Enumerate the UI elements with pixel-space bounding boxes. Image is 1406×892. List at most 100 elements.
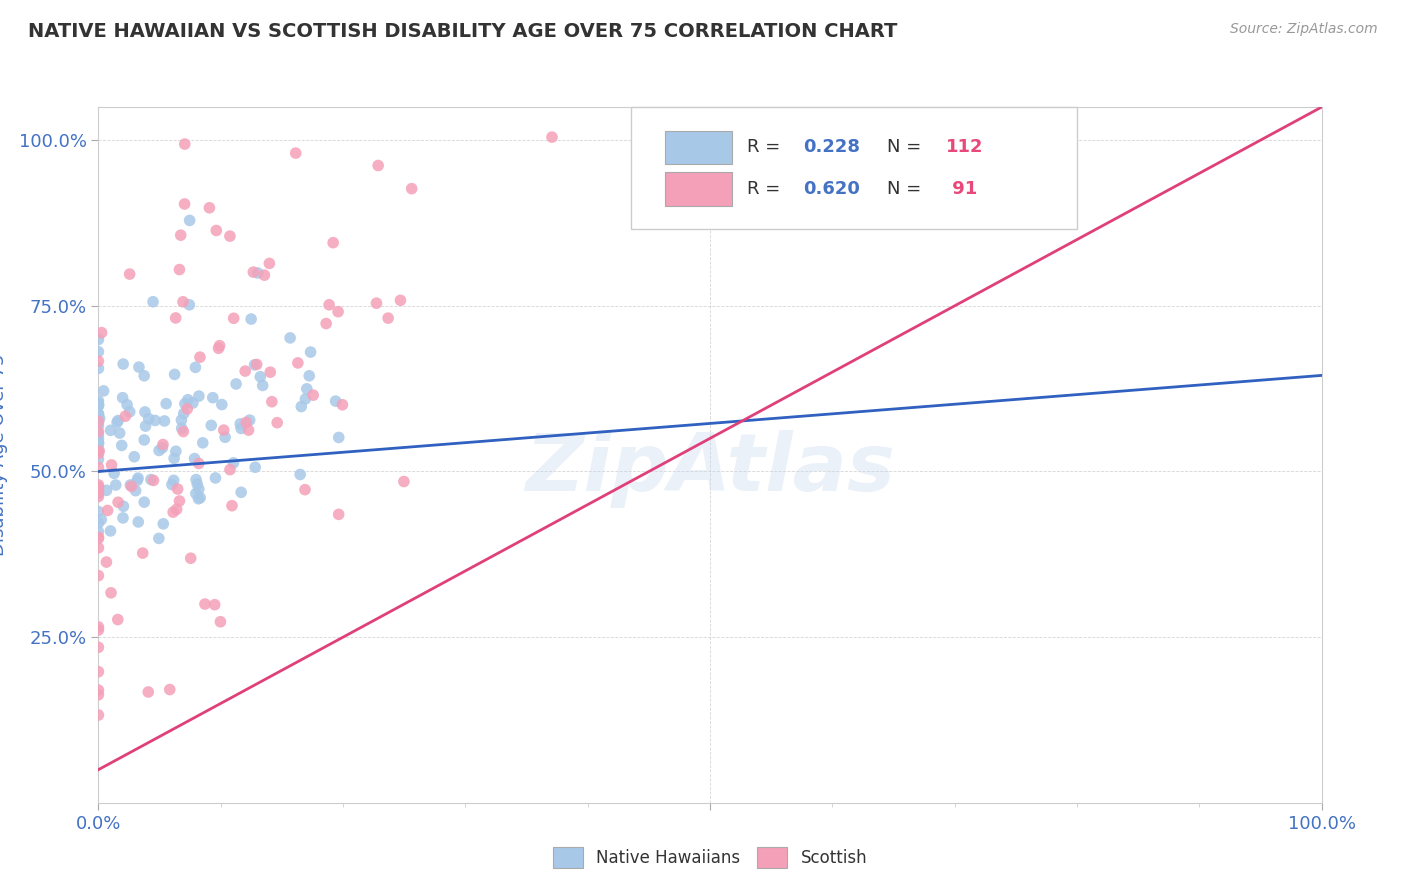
Point: [299, 345, 322, 359]
Point: [541, 130, 564, 145]
Point: [115, 398, 138, 412]
Point: [169, 494, 191, 508]
Point: [162, 505, 184, 519]
Point: [284, 146, 307, 161]
Point: [87, 427, 110, 442]
Point: [108, 425, 131, 440]
Point: [118, 267, 141, 281]
Point: [111, 438, 134, 452]
Point: [242, 265, 264, 279]
Point: [177, 392, 200, 407]
Point: [166, 482, 188, 496]
Point: [89, 411, 111, 425]
Point: [209, 615, 232, 629]
Point: [112, 500, 135, 514]
Point: [138, 411, 160, 425]
Point: [142, 474, 165, 488]
Point: [87, 398, 110, 412]
Point: [134, 433, 156, 447]
Point: [222, 311, 245, 326]
Point: [134, 405, 156, 419]
Point: [93, 384, 115, 398]
Point: [367, 159, 389, 173]
Legend: Native Hawaiians, Scottish: Native Hawaiians, Scottish: [547, 841, 873, 874]
Point: [120, 479, 142, 493]
Point: [288, 467, 311, 482]
Point: [170, 413, 193, 427]
Point: [124, 483, 146, 498]
Point: [169, 262, 191, 277]
Point: [173, 197, 195, 211]
Point: [128, 360, 150, 375]
Point: [87, 397, 110, 411]
Point: [294, 483, 316, 497]
Point: [153, 414, 176, 428]
Point: [184, 360, 207, 375]
Point: [245, 460, 267, 475]
Point: [231, 485, 253, 500]
Point: [89, 444, 111, 458]
Point: [259, 365, 281, 379]
Point: [246, 266, 269, 280]
Point: [112, 357, 135, 371]
Point: [87, 640, 110, 655]
Point: [135, 419, 157, 434]
Point: [87, 504, 110, 518]
Point: [103, 467, 125, 481]
Point: [173, 407, 195, 421]
Point: [191, 435, 214, 450]
Point: [87, 418, 110, 433]
Point: [100, 524, 122, 538]
Point: [148, 443, 170, 458]
Point: [183, 451, 205, 466]
Point: [221, 499, 243, 513]
Point: [163, 451, 186, 466]
Point: [238, 423, 260, 437]
Point: [172, 294, 194, 309]
Point: [87, 408, 110, 422]
Point: [219, 229, 242, 244]
Text: 0.228: 0.228: [803, 138, 860, 156]
Point: [105, 415, 128, 429]
Point: [107, 413, 129, 427]
Point: [120, 478, 142, 492]
Point: [87, 480, 110, 494]
Point: [87, 393, 110, 408]
Point: [207, 341, 229, 355]
Point: [152, 516, 174, 531]
Point: [328, 508, 350, 522]
Point: [302, 388, 325, 402]
Point: [318, 298, 340, 312]
Point: [87, 708, 110, 723]
Point: [187, 491, 209, 506]
Point: [87, 487, 110, 501]
Point: [180, 551, 202, 566]
Point: [118, 405, 141, 419]
Text: NATIVE HAWAIIAN VS SCOTTISH DISABILITY AGE OVER 75 CORRELATION CHART: NATIVE HAWAIIAN VS SCOTTISH DISABILITY A…: [28, 22, 897, 41]
Point: [401, 181, 423, 195]
Point: [96, 555, 118, 569]
Point: [188, 350, 211, 364]
Point: [87, 425, 110, 439]
Point: [198, 201, 221, 215]
Point: [392, 475, 415, 489]
Point: [136, 685, 159, 699]
Point: [87, 623, 110, 637]
Point: [187, 482, 209, 496]
Point: [87, 398, 110, 412]
Point: [181, 396, 204, 410]
Point: [87, 541, 110, 555]
Point: [87, 333, 110, 347]
Point: [104, 478, 127, 492]
Point: [87, 435, 110, 450]
Point: [260, 394, 283, 409]
Point: [322, 235, 344, 250]
Point: [246, 358, 269, 372]
Point: [252, 378, 274, 392]
Point: [222, 456, 245, 470]
Point: [87, 620, 110, 634]
Point: [87, 531, 110, 545]
Point: [87, 361, 110, 376]
Point: [87, 407, 110, 421]
Point: [100, 586, 122, 600]
